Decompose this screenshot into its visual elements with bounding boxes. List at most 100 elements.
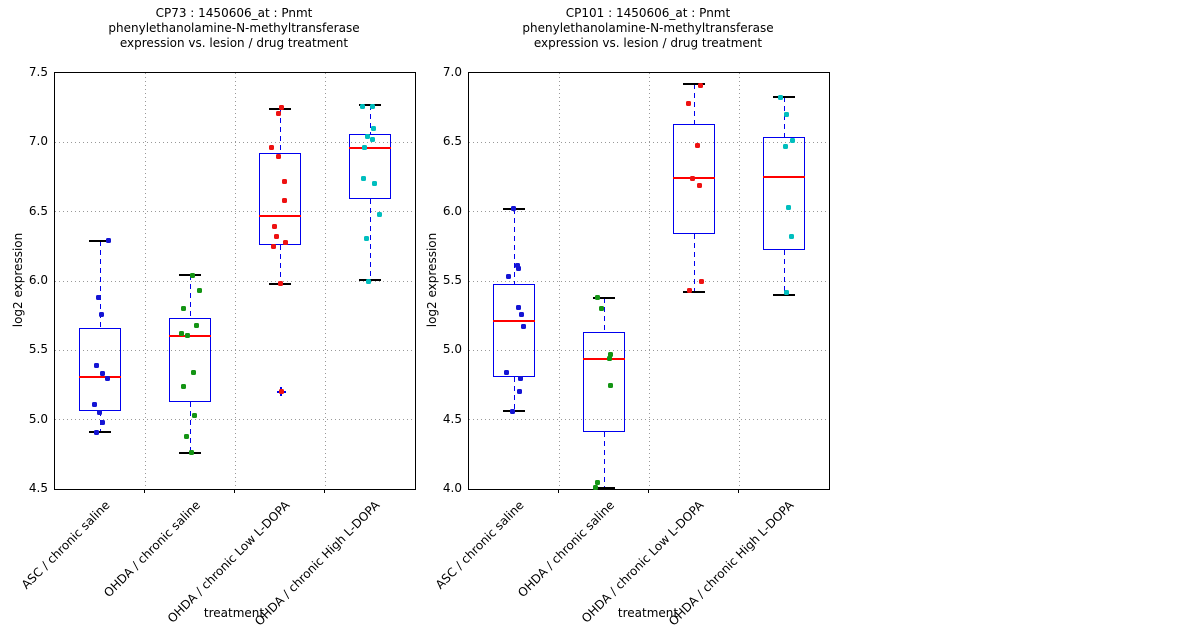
data-point xyxy=(694,142,700,148)
data-point xyxy=(783,112,789,118)
data-point xyxy=(188,450,194,456)
data-point xyxy=(607,382,613,388)
data-point xyxy=(282,239,288,245)
data-point xyxy=(503,370,509,376)
data-point xyxy=(361,145,367,151)
data-point xyxy=(510,206,516,212)
data-point xyxy=(785,205,791,210)
whisker-cap xyxy=(683,83,705,86)
box xyxy=(259,153,301,245)
data-point xyxy=(189,272,195,278)
x-tick-mark xyxy=(324,489,325,493)
data-point xyxy=(96,410,102,416)
separator-grid-line xyxy=(324,73,326,489)
lower-whisker xyxy=(603,432,605,488)
left-title-line-1: CP73 : 1450606_at : Pnmt xyxy=(155,6,313,20)
data-point xyxy=(698,278,704,284)
data-point xyxy=(180,306,186,312)
y-tick-label: 5.5 xyxy=(442,273,462,287)
data-point xyxy=(516,389,522,395)
x-tick-label: ASC / chronic saline xyxy=(19,498,113,592)
x-tick-label: ASC / chronic saline xyxy=(433,498,527,592)
median-line xyxy=(169,335,211,338)
data-point xyxy=(281,178,287,184)
y-tick-label: 4.0 xyxy=(442,481,462,495)
data-point xyxy=(696,182,702,188)
y-tick-label: 4.5 xyxy=(442,411,462,426)
data-point xyxy=(180,383,186,389)
box xyxy=(349,134,391,200)
data-point xyxy=(278,105,284,111)
x-tick-mark xyxy=(648,489,649,493)
y-tick-label: 7.0 xyxy=(442,65,462,79)
upper-whisker xyxy=(369,104,371,134)
box xyxy=(493,283,535,377)
y-tick-label: 6.5 xyxy=(28,203,48,218)
data-point xyxy=(788,234,794,240)
median-line xyxy=(583,357,625,360)
data-point xyxy=(91,401,97,407)
data-point xyxy=(193,322,199,328)
separator-grid-line xyxy=(558,73,560,489)
upper-whisker xyxy=(279,109,281,154)
data-point xyxy=(95,295,101,301)
right-plot-area xyxy=(468,72,830,491)
lower-whisker xyxy=(513,376,515,412)
data-point xyxy=(371,181,377,187)
separator-grid-line xyxy=(648,73,650,489)
data-point xyxy=(99,371,105,377)
whisker-cap xyxy=(89,431,111,434)
x-tick-mark xyxy=(738,489,739,493)
right-title-line-1: CP101 : 1450606_at : Pnmt xyxy=(565,6,731,20)
data-point xyxy=(594,295,600,301)
data-point xyxy=(178,331,184,337)
data-point xyxy=(685,101,691,106)
box xyxy=(79,328,121,412)
right-x-axis-label: treatment xyxy=(617,606,679,620)
data-point xyxy=(196,288,202,294)
lower-whisker xyxy=(693,233,695,293)
box xyxy=(169,318,211,402)
y-tick-label: 7.0 xyxy=(28,134,48,149)
x-tick-mark xyxy=(234,489,235,493)
data-point xyxy=(271,224,277,230)
data-point xyxy=(606,356,612,362)
data-point xyxy=(697,82,703,88)
data-point xyxy=(184,332,190,338)
y-tick-label: 7.5 xyxy=(28,65,48,79)
data-point xyxy=(598,306,604,312)
data-point xyxy=(190,370,196,376)
data-point xyxy=(369,103,375,109)
data-point xyxy=(365,278,371,284)
whisker-cap xyxy=(593,296,615,299)
lower-whisker xyxy=(369,199,371,280)
data-point xyxy=(686,288,692,294)
whisker-cap xyxy=(773,95,795,98)
data-point xyxy=(364,134,370,140)
lower-whisker xyxy=(279,244,281,284)
data-point xyxy=(183,433,189,439)
upper-whisker xyxy=(99,240,101,329)
data-point xyxy=(783,289,789,295)
upper-whisker xyxy=(603,297,605,333)
data-point xyxy=(789,138,795,144)
data-point xyxy=(359,103,365,109)
data-point xyxy=(363,235,369,241)
upper-whisker xyxy=(513,208,515,284)
data-point xyxy=(270,243,276,249)
y-tick-label: 5.0 xyxy=(28,411,48,426)
median-line xyxy=(259,214,301,217)
median-line xyxy=(763,176,805,178)
median-line xyxy=(79,375,121,378)
upper-whisker xyxy=(189,275,191,319)
data-point xyxy=(273,234,279,240)
data-point xyxy=(93,363,99,369)
left-plot-title: CP73 : 1450606_at : Pnmt phenylethanolam… xyxy=(54,6,414,51)
separator-grid-line xyxy=(234,73,236,489)
data-point xyxy=(607,351,613,357)
box xyxy=(763,136,805,251)
data-point xyxy=(782,143,788,149)
data-point xyxy=(99,419,105,425)
left-plot-area xyxy=(54,72,416,490)
data-point xyxy=(517,375,523,381)
